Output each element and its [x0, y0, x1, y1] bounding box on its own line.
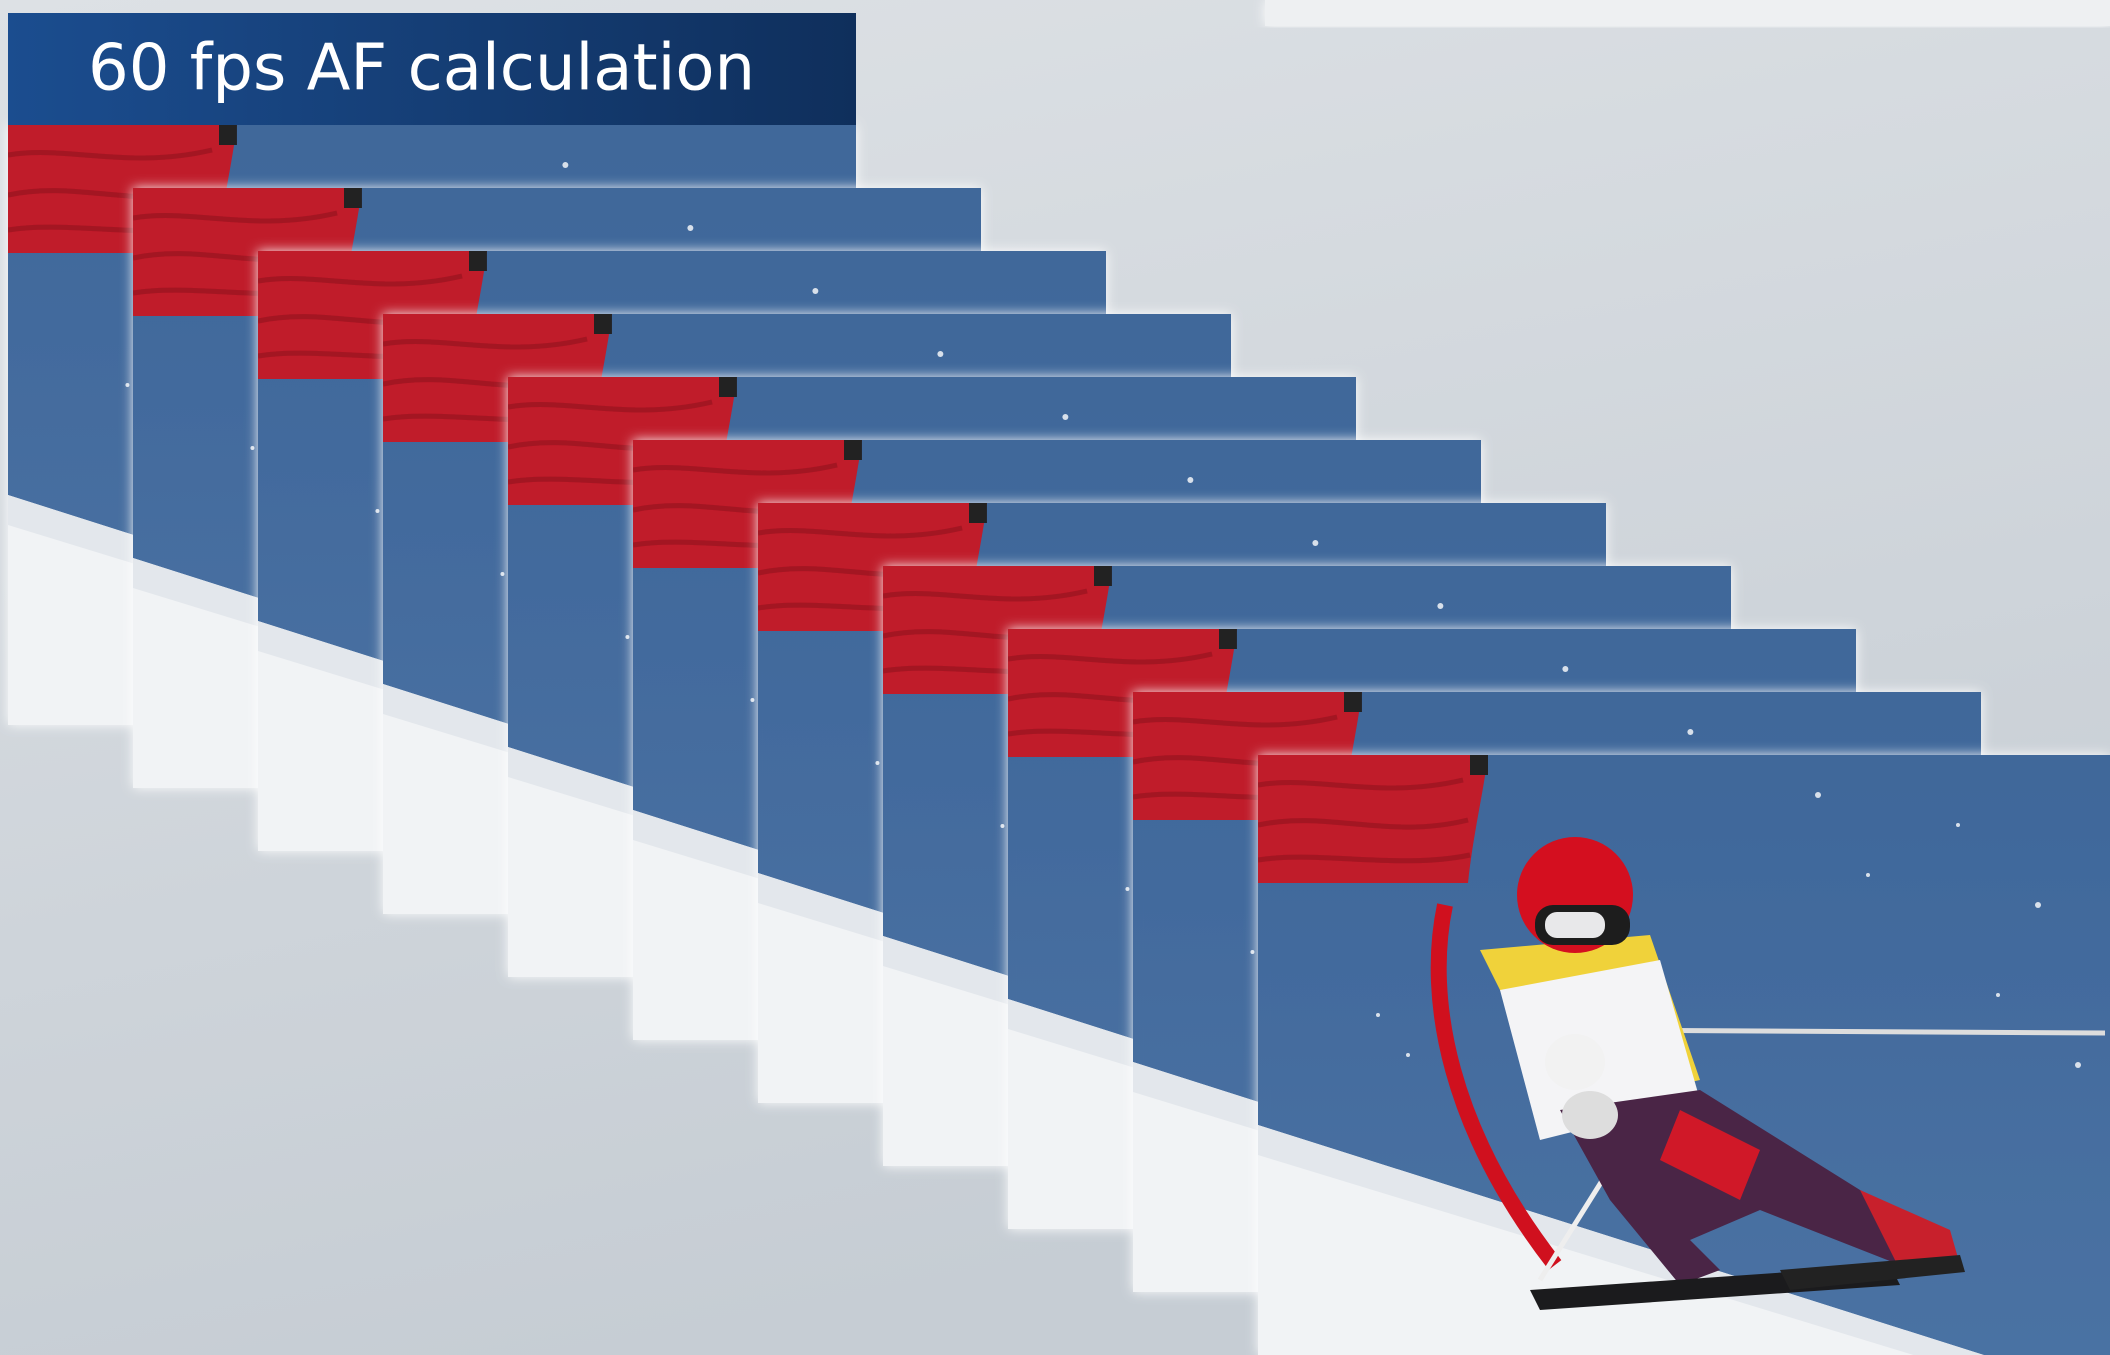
faint-frame — [1265, 0, 2110, 26]
page: 60 fps AF calculation (() => { const dat… — [0, 0, 2110, 1355]
title: 60 fps AF calculation — [88, 32, 755, 106]
scene: 60 fps AF calculation — [0, 0, 2110, 1355]
